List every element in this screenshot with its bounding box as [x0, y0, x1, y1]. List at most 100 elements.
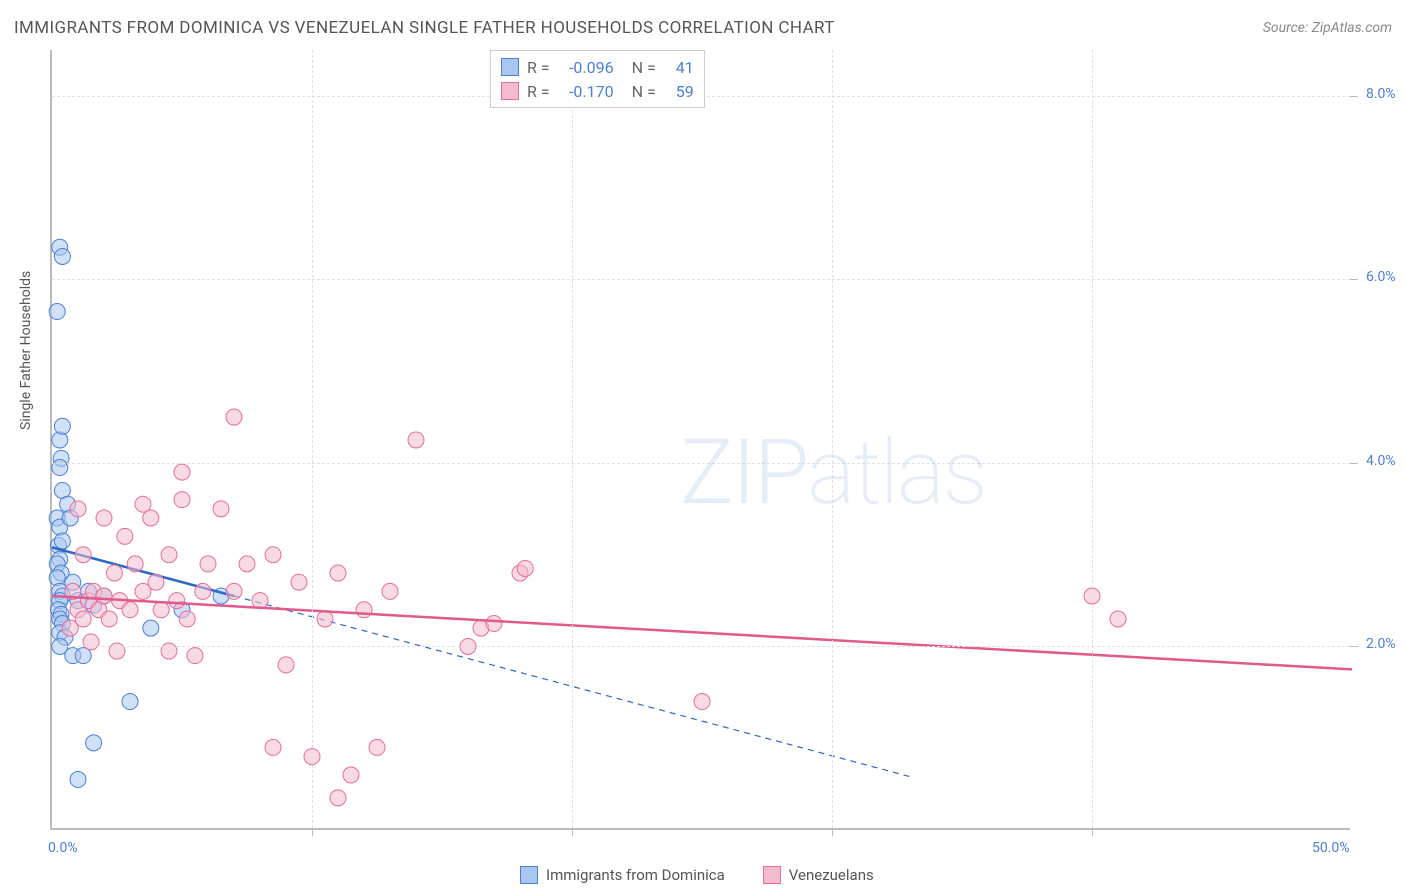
title-bar: IMMIGRANTS FROM DOMINICA VS VENEZUELAN S…: [14, 18, 1392, 38]
x-tick-mark: [832, 828, 833, 836]
stats-n-value: 41: [664, 58, 694, 77]
legend: Immigrants from Dominica Venezuelans: [520, 866, 874, 884]
legend-label: Immigrants from Dominica: [546, 866, 725, 884]
data-point: [106, 565, 122, 581]
data-point: [52, 460, 68, 476]
data-point: [148, 574, 164, 590]
data-point: [122, 602, 138, 618]
data-point: [70, 501, 86, 517]
data-point: [161, 643, 177, 659]
data-point: [54, 533, 70, 549]
data-point: [239, 556, 255, 572]
data-point: [291, 574, 307, 590]
plot-area: 2.0%4.0%6.0%8.0%0.0%50.0%: [50, 50, 1350, 830]
data-point: [179, 611, 195, 627]
data-point: [517, 560, 533, 576]
chart-title: IMMIGRANTS FROM DOMINICA VS VENEZUELAN S…: [14, 18, 835, 38]
grid-line-v: [312, 50, 313, 828]
data-point: [330, 565, 346, 581]
legend-item: Immigrants from Dominica: [520, 866, 725, 884]
data-point: [226, 409, 242, 425]
x-tick-mark: [312, 828, 313, 836]
data-point: [52, 432, 68, 448]
data-point: [174, 492, 190, 508]
data-point: [317, 611, 333, 627]
correlation-stats-box: R = -0.096N = 41R = -0.170N = 59: [490, 50, 705, 108]
data-point: [1110, 611, 1126, 627]
grid-line-v: [1092, 50, 1093, 828]
stats-row: R = -0.096N = 41: [501, 55, 694, 79]
source-name: ZipAtlas.com: [1312, 20, 1392, 36]
data-point: [49, 570, 65, 586]
data-point: [54, 248, 70, 264]
grid-line-v: [832, 50, 833, 828]
y-tick-mark: [1350, 279, 1358, 280]
chart-svg: [52, 50, 1350, 828]
data-point: [169, 593, 185, 609]
data-point: [486, 616, 502, 632]
data-point: [187, 648, 203, 664]
data-point: [174, 464, 190, 480]
legend-swatch: [763, 866, 781, 884]
stats-row: R = -0.170 N = 59: [501, 79, 694, 103]
data-point: [408, 432, 424, 448]
stats-r-label: R =: [527, 58, 550, 77]
data-point: [96, 588, 112, 604]
legend-label: Venezuelans: [789, 866, 874, 884]
data-point: [101, 611, 117, 627]
data-point: [96, 510, 112, 526]
stats-n-value: 59: [664, 82, 694, 101]
data-point: [143, 620, 159, 636]
stats-swatch: [501, 82, 519, 100]
y-tick-label: 4.0%: [1366, 453, 1396, 469]
y-tick-label: 2.0%: [1366, 636, 1396, 652]
data-point: [382, 583, 398, 599]
data-point: [265, 739, 281, 755]
data-point: [86, 735, 102, 751]
stats-n-label: N =: [632, 82, 656, 101]
data-point: [62, 620, 78, 636]
data-point: [54, 418, 70, 434]
data-point: [122, 694, 138, 710]
x-tick-label: 0.0%: [48, 840, 78, 856]
grid-line-h: [52, 646, 1350, 647]
data-point: [278, 657, 294, 673]
y-tick-mark: [1350, 646, 1358, 647]
grid-line-h: [52, 279, 1350, 280]
data-point: [161, 547, 177, 563]
data-point: [356, 602, 372, 618]
source-prefix: Source:: [1263, 20, 1312, 36]
data-point: [343, 767, 359, 783]
data-point: [195, 583, 211, 599]
y-tick-mark: [1350, 96, 1358, 97]
stats-n-label: N =: [632, 58, 656, 77]
data-point: [127, 556, 143, 572]
y-tick-label: 8.0%: [1366, 86, 1396, 102]
legend-swatch: [520, 866, 538, 884]
data-point: [109, 643, 125, 659]
data-point: [153, 602, 169, 618]
data-point: [83, 634, 99, 650]
data-point: [369, 739, 385, 755]
data-point: [213, 501, 229, 517]
y-axis-label: Single Father Households: [18, 271, 34, 430]
stats-swatch: [501, 58, 519, 76]
grid-line-v: [572, 50, 573, 828]
data-point: [49, 304, 65, 320]
y-tick-label: 6.0%: [1366, 269, 1396, 285]
source-attribution: Source: ZipAtlas.com: [1263, 20, 1392, 36]
data-point: [135, 496, 151, 512]
data-point: [70, 772, 86, 788]
legend-item: Venezuelans: [763, 866, 874, 884]
data-point: [330, 790, 346, 806]
stats-r-label: R =: [527, 82, 550, 101]
data-point: [117, 528, 133, 544]
x-tick-mark: [572, 828, 573, 836]
x-tick-mark: [1092, 828, 1093, 836]
trend-line: [52, 596, 1352, 669]
data-point: [265, 547, 281, 563]
x-tick-label: 50.0%: [1312, 840, 1350, 856]
y-tick-mark: [1350, 463, 1358, 464]
data-point: [75, 547, 91, 563]
stats-r-value: -0.170: [558, 82, 614, 101]
